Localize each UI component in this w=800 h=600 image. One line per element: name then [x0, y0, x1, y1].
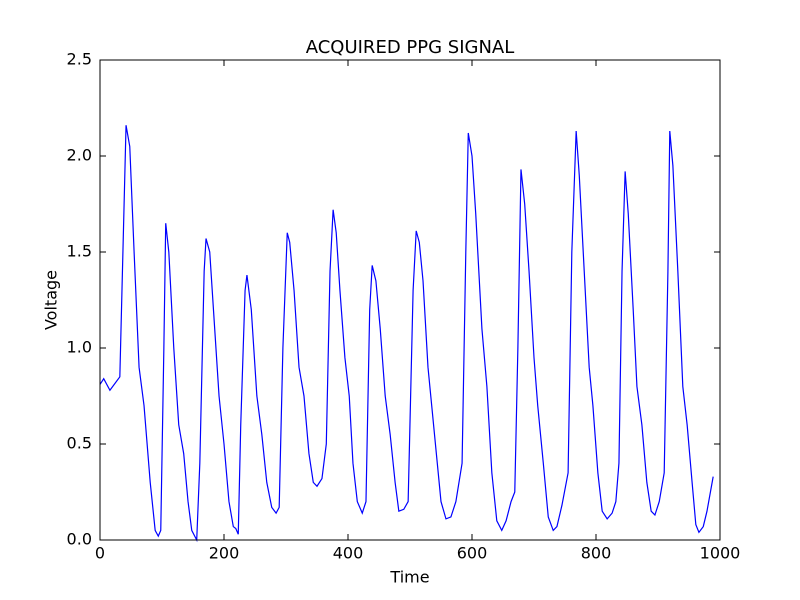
y-tick-label: 0.0	[67, 530, 92, 549]
y-tick-label: 2.0	[67, 146, 92, 165]
y-axis-label: Voltage	[42, 270, 61, 330]
y-tick-label: 1.0	[67, 338, 92, 357]
x-tick-label: 0	[95, 544, 105, 563]
chart-title: ACQUIRED PPG SIGNAL	[306, 37, 515, 58]
x-tick-label: 600	[457, 544, 488, 563]
x-axis-label: Time	[389, 568, 429, 587]
x-tick-label: 1000	[700, 544, 741, 563]
x-tick-label: 200	[209, 544, 240, 563]
x-tick-label: 800	[581, 544, 612, 563]
y-tick-label: 2.5	[67, 50, 92, 69]
x-tick-label: 400	[333, 544, 364, 563]
y-tick-label: 1.5	[67, 242, 92, 261]
data-line	[99, 125, 714, 543]
y-tick-label: 0.5	[67, 434, 92, 453]
plot-frame	[99, 59, 721, 541]
